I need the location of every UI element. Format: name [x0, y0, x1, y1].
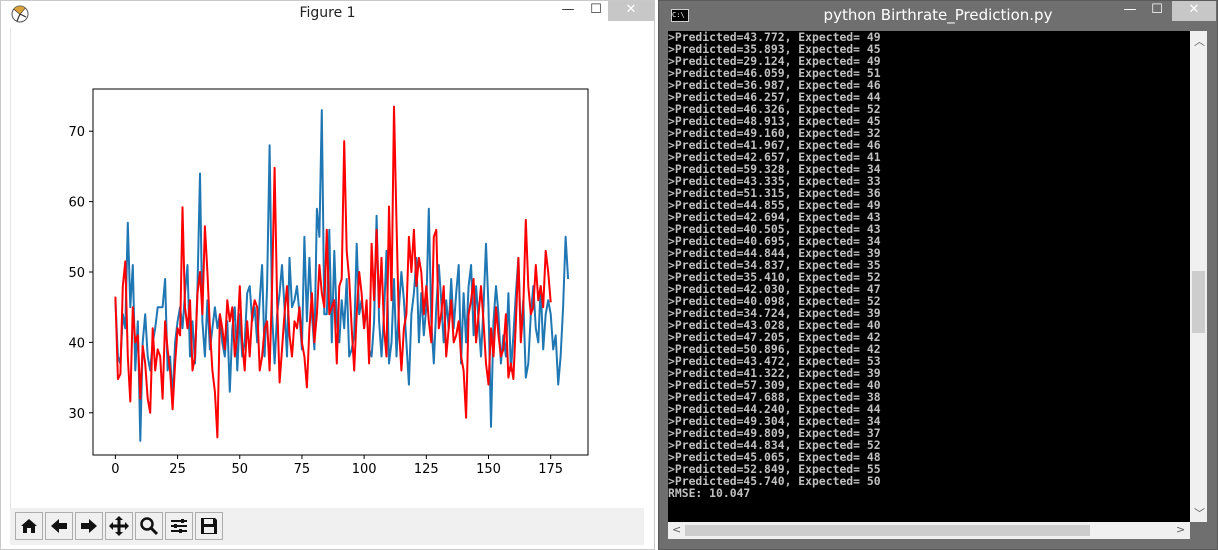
series-line-2: [114, 105, 552, 439]
vertical-scrollbar[interactable]: ︿ ﹀: [1190, 31, 1207, 522]
console-line: >Predicted=41.967, Expected= 46: [668, 138, 881, 152]
horizontal-scroll-thumb[interactable]: [685, 525, 1090, 536]
console-line: >Predicted=42.694, Expected= 43: [668, 210, 881, 224]
console-line: >Predicted=35.893, Expected= 45: [668, 42, 881, 56]
console-line: >Predicted=51.315, Expected= 36: [668, 186, 881, 200]
back-icon: [51, 519, 67, 533]
figure-canvas[interactable]: 0 25 50 75 100 125 150 175 30 40 50 60 70: [10, 28, 645, 508]
console-line: >Predicted=44.834, Expected= 52: [668, 438, 881, 452]
console-line: >Predicted=46.257, Expected= 44: [668, 90, 881, 104]
forward-icon: [81, 519, 97, 533]
console-output[interactable]: >Predicted=43.772, Expected= 49 >Predicte…: [668, 31, 1190, 522]
console-line: >Predicted=49.160, Expected= 32: [668, 126, 881, 140]
console-line: >Predicted=47.688, Expected= 38: [668, 390, 881, 404]
console-line: >Predicted=47.205, Expected= 42: [668, 330, 881, 344]
save-icon: [201, 518, 217, 534]
console-line: >Predicted=44.240, Expected= 44: [668, 402, 881, 416]
scroll-up-icon[interactable]: ︿: [1194, 35, 1205, 48]
console-app-icon: C:\: [671, 9, 689, 22]
console-line: >Predicted=36.987, Expected= 46: [668, 78, 881, 92]
horizontal-scrollbar[interactable]: < >: [668, 522, 1190, 539]
console-line: >Predicted=45.740, Expected= 50: [668, 474, 881, 488]
x-tick-label: 75: [294, 462, 311, 477]
y-tick-label: 70: [68, 125, 85, 140]
console-line: >Predicted=45.065, Expected= 48: [668, 450, 881, 464]
console-close-button[interactable]: ✕: [1172, 1, 1216, 21]
scroll-right-icon[interactable]: >: [1176, 523, 1186, 536]
console-line: >Predicted=48.913, Expected= 45: [668, 114, 881, 128]
x-tick-label: 100: [352, 462, 377, 477]
console-window: C:\ python Birthrate_Prediction.py — ☐ ✕…: [658, 0, 1218, 550]
console-maximize-button[interactable]: ☐: [1151, 2, 1163, 17]
console-line: >Predicted=42.030, Expected= 47: [668, 282, 881, 296]
console-line: >Predicted=40.098, Expected= 52: [668, 294, 881, 308]
y-tick-label: 30: [68, 407, 85, 422]
console-line: >Predicted=43.028, Expected= 40: [668, 318, 881, 332]
x-tick-label: 0: [111, 462, 119, 477]
console-line: >Predicted=50.896, Expected= 42: [668, 342, 881, 356]
matplotlib-app-icon: [11, 5, 29, 23]
console-line: >Predicted=59.328, Expected= 34: [668, 162, 881, 176]
console-minimize-button[interactable]: —: [1123, 2, 1137, 17]
axes-frame: [92, 88, 589, 456]
x-tick-label: 25: [169, 462, 186, 477]
zoom-button[interactable]: [135, 512, 163, 540]
y-tick-label: 60: [68, 196, 85, 211]
x-tick-label: 125: [414, 462, 439, 477]
console-line: >Predicted=43.335, Expected= 33: [668, 174, 881, 188]
console-line: >Predicted=43.772, Expected= 49: [668, 31, 881, 44]
console-line: >Predicted=42.657, Expected= 41: [668, 150, 881, 164]
pan-button[interactable]: [105, 512, 133, 540]
configure-subplots-button[interactable]: [165, 512, 193, 540]
console-line: >Predicted=46.059, Expected= 51: [668, 66, 881, 80]
x-tick-label: 150: [476, 462, 501, 477]
console-line: >Predicted=34.724, Expected= 39: [668, 306, 881, 320]
console-line: >Predicted=57.309, Expected= 40: [668, 378, 881, 392]
scroll-down-icon[interactable]: ﹀: [1194, 507, 1205, 520]
back-button[interactable]: [45, 512, 73, 540]
navigation-toolbar: [10, 508, 644, 545]
figure-title: Figure 1: [299, 5, 356, 21]
maximize-button[interactable]: ☐: [590, 2, 602, 17]
y-tick-label: 50: [68, 266, 85, 281]
console-line: >Predicted=34.837, Expected= 35: [668, 258, 881, 272]
minimize-button[interactable]: —: [561, 2, 575, 17]
figure-titlebar[interactable]: Figure 1 — ☐ ✕: [1, 1, 654, 27]
line-chart: 0 25 50 75 100 125 150 175 30 40 50 60 70: [68, 88, 589, 477]
zoom-icon: [140, 517, 159, 536]
console-line: >Predicted=49.809, Expected= 37: [668, 426, 881, 440]
pan-icon: [109, 516, 129, 536]
console-line: RMSE: 10.047: [668, 486, 751, 500]
console-line: >Predicted=43.472, Expected= 53: [668, 354, 881, 368]
forward-button[interactable]: [75, 512, 103, 540]
x-tick-label: 50: [231, 462, 248, 477]
home-icon: [21, 519, 37, 533]
x-tick-label: 175: [538, 462, 563, 477]
close-button[interactable]: ✕: [608, 1, 654, 21]
configure-subplots-icon: [171, 519, 187, 533]
console-line: >Predicted=41.322, Expected= 39: [668, 366, 881, 380]
console-line: >Predicted=46.326, Expected= 52: [668, 102, 881, 116]
console-line: >Predicted=40.695, Expected= 34: [668, 234, 881, 248]
figure-window: Figure 1 — ☐ ✕ 0 25 50 75 100 125 150 175 30 40 50…: [0, 0, 655, 550]
console-line: >Predicted=52.849, Expected= 55: [668, 462, 881, 476]
console-title: python Birthrate_Prediction.py: [823, 6, 1053, 24]
scroll-left-icon[interactable]: <: [672, 523, 682, 536]
console-line: >Predicted=44.844, Expected= 39: [668, 246, 881, 260]
console-line: >Predicted=44.855, Expected= 49: [668, 198, 881, 212]
y-tick-label: 40: [68, 336, 85, 351]
home-button[interactable]: [15, 512, 43, 540]
vertical-scroll-thumb[interactable]: [1192, 271, 1205, 333]
console-line: >Predicted=49.304, Expected= 34: [668, 414, 881, 428]
console-line: >Predicted=40.505, Expected= 43: [668, 222, 881, 236]
save-button[interactable]: [195, 512, 223, 540]
console-line: >Predicted=35.410, Expected= 52: [668, 270, 881, 284]
console-titlebar[interactable]: C:\ python Birthrate_Prediction.py — ☐ ✕: [659, 1, 1217, 29]
console-line: >Predicted=29.124, Expected= 49: [668, 54, 881, 68]
